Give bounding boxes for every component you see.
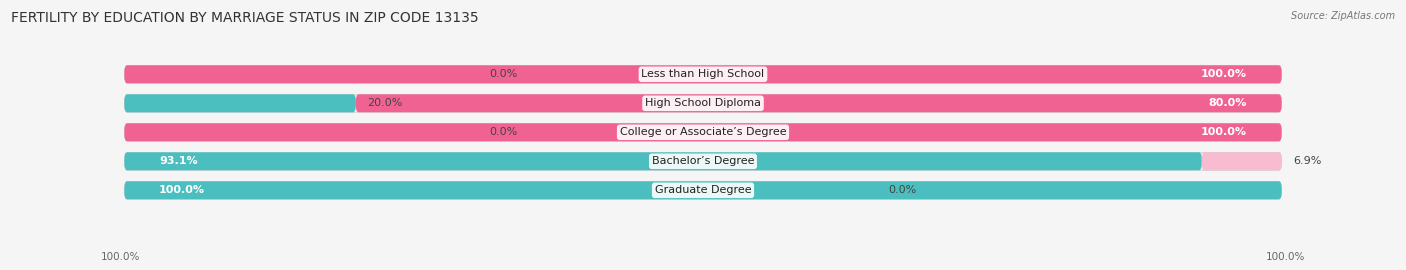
Text: 0.0%: 0.0% (489, 69, 517, 79)
FancyBboxPatch shape (124, 65, 1282, 83)
Text: Graduate Degree: Graduate Degree (655, 185, 751, 195)
FancyBboxPatch shape (124, 94, 1282, 112)
Text: 100.0%: 100.0% (1201, 69, 1247, 79)
FancyBboxPatch shape (1202, 152, 1282, 170)
Text: Bachelor’s Degree: Bachelor’s Degree (652, 156, 754, 166)
FancyBboxPatch shape (124, 181, 1282, 199)
Text: High School Diploma: High School Diploma (645, 98, 761, 108)
Text: 100.0%: 100.0% (159, 185, 205, 195)
Text: FERTILITY BY EDUCATION BY MARRIAGE STATUS IN ZIP CODE 13135: FERTILITY BY EDUCATION BY MARRIAGE STATU… (11, 11, 479, 25)
Text: 20.0%: 20.0% (367, 98, 402, 108)
FancyBboxPatch shape (124, 94, 356, 112)
FancyBboxPatch shape (124, 123, 1282, 141)
Text: 100.0%: 100.0% (101, 252, 141, 262)
Text: 100.0%: 100.0% (1201, 127, 1247, 137)
FancyBboxPatch shape (356, 94, 1282, 112)
Text: 80.0%: 80.0% (1209, 98, 1247, 108)
Text: College or Associate’s Degree: College or Associate’s Degree (620, 127, 786, 137)
FancyBboxPatch shape (124, 152, 1282, 170)
Text: 6.9%: 6.9% (1294, 156, 1322, 166)
Text: 0.0%: 0.0% (489, 127, 517, 137)
FancyBboxPatch shape (124, 181, 1282, 199)
Text: 93.1%: 93.1% (159, 156, 198, 166)
FancyBboxPatch shape (124, 123, 1282, 141)
Text: Source: ZipAtlas.com: Source: ZipAtlas.com (1291, 11, 1395, 21)
FancyBboxPatch shape (124, 152, 1202, 170)
FancyBboxPatch shape (124, 65, 1282, 83)
Text: 100.0%: 100.0% (1265, 252, 1305, 262)
Text: 0.0%: 0.0% (889, 185, 917, 195)
Text: Less than High School: Less than High School (641, 69, 765, 79)
